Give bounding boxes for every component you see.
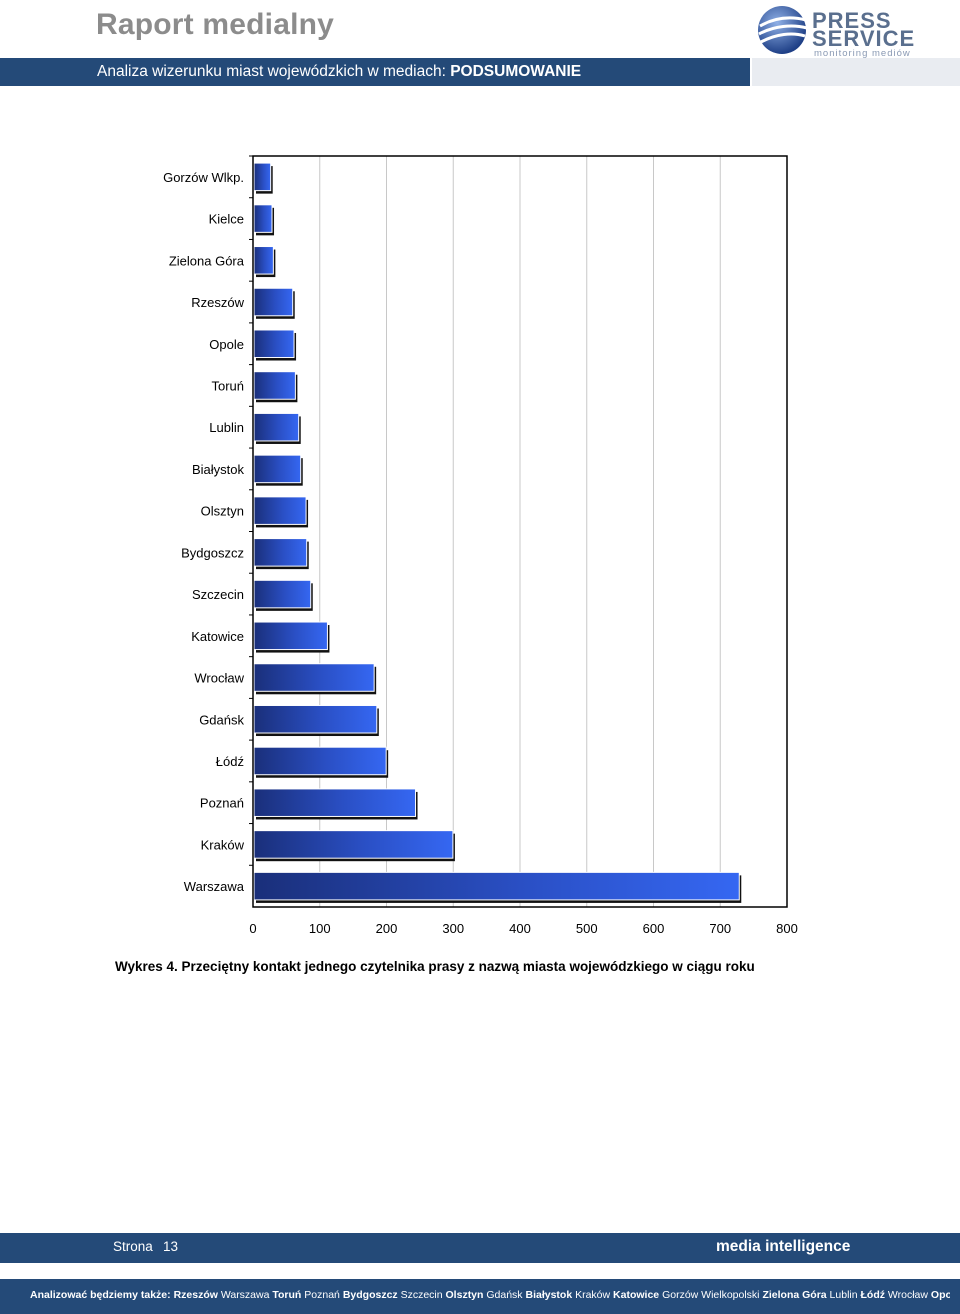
bottom-city-12: Zielona Góra (762, 1289, 827, 1301)
x-tick-label: 0 (249, 921, 256, 936)
chart-bars (249, 155, 742, 903)
logo-tagline: monitoring mediów (814, 48, 911, 59)
bar (253, 746, 387, 776)
bottom-city-3: Poznań (304, 1289, 340, 1301)
bar (253, 329, 295, 359)
chart-grid (319, 156, 721, 907)
bar-chart: Gorzów Wlkp. Kielce Zielona Góra Rzeszów Opo… (163, 155, 798, 936)
x-tick-label: 400 (509, 921, 531, 936)
subtitle-bar (0, 58, 750, 86)
logo-word-service: SERVICE (812, 26, 916, 51)
bottom-city-16: Opole (930, 1289, 950, 1301)
y-category-label: Zielona Góra (169, 253, 245, 268)
report-subtitle: Analiza wizerunku miast wojewódzkich w m… (97, 63, 581, 81)
bottom-city-10: Katowice (613, 1289, 660, 1301)
bottom-city-14: Łódź (860, 1289, 886, 1301)
bottom-city-1: Warszawa (220, 1289, 270, 1301)
x-tick-label: 300 (442, 921, 464, 936)
bottom-city-15: Wrocław (887, 1289, 928, 1301)
bar (253, 788, 417, 817)
bar (253, 704, 378, 734)
y-category-label: Kraków (201, 837, 245, 852)
bar (253, 454, 302, 484)
y-category-label: Olsztyn (201, 504, 244, 519)
bottom-city-7: Gdańsk (486, 1289, 523, 1301)
subtitle-prefix: Analiza wizerunku miast wojewódzkich w m… (97, 63, 451, 80)
y-category-label: Rzeszów (191, 295, 244, 310)
y-category-label: Warszawa (184, 879, 245, 894)
bar (253, 287, 294, 317)
bar (253, 830, 454, 859)
bar (253, 663, 375, 692)
y-category-label: Opole (209, 337, 244, 352)
x-tick-label: 500 (576, 921, 598, 936)
subtitle-emphasis: PODSUMOWANIE (450, 63, 582, 80)
y-category-label: Wrocław (194, 671, 244, 686)
bar (253, 579, 312, 609)
y-category-label: Łódź (216, 754, 244, 769)
y-category-label: Lublin (209, 420, 244, 435)
bottom-city-11: Gorzów Wielkopolski (662, 1289, 760, 1301)
bar (253, 246, 274, 275)
page-number: 13 (163, 1239, 179, 1254)
bottom-prefix: Analizować będziemy także: (30, 1289, 171, 1301)
bottom-bar (0, 1279, 960, 1314)
bar (253, 204, 273, 233)
bar (253, 871, 740, 901)
x-tick-label: 600 (643, 921, 665, 936)
y-category-label: Gorzów Wlkp. (163, 170, 244, 185)
chart-caption: Wykres 4. Przeciętny kontakt jednego czy… (115, 959, 755, 974)
y-category-label: Bydgoszcz (181, 545, 244, 560)
bar (253, 496, 307, 525)
x-tick-label: 800 (776, 921, 798, 936)
press-service-logo: PRESS SERVICE monitoring mediów (756, 4, 946, 60)
bottom-city-13: Lublin (829, 1289, 858, 1301)
bar (253, 162, 272, 192)
bottom-city-5: Szczecin (400, 1289, 443, 1301)
y-category-label: Katowice (191, 629, 244, 644)
logo-word-press: PRESS (812, 8, 892, 33)
bottom-city-8: Białystok (525, 1289, 573, 1301)
report-title: Raport medialny (96, 8, 335, 41)
y-category-label: Kielce (209, 212, 244, 227)
footer-bar (0, 1233, 960, 1263)
x-tick-label: 700 (709, 921, 731, 936)
x-axis-labels: 0 100 200 300 400 500 600 700 800 (249, 921, 797, 936)
y-category-label: Toruń (211, 378, 244, 393)
y-category-label: Poznań (200, 796, 244, 811)
footer-brand: media intelligence (716, 1238, 851, 1255)
bar (253, 412, 300, 442)
x-tick-label: 200 (376, 921, 398, 936)
bottom-city-9: Kraków (575, 1289, 611, 1301)
x-tick-label: 100 (309, 921, 331, 936)
bottom-city-2: Toruń (272, 1289, 302, 1301)
bar (253, 621, 328, 651)
page-label: Strona (113, 1239, 153, 1254)
bottom-city-list: Analizować będziemy także: Rzeszów Warsz… (30, 1289, 950, 1301)
y-axis-labels: Gorzów Wlkp. Kielce Zielona Góra Rzeszów Opo… (163, 170, 245, 894)
bottom-city-0: Rzeszów (173, 1289, 218, 1301)
bar (253, 371, 296, 400)
plot-frame (252, 155, 788, 908)
y-category-label: Gdańsk (199, 712, 244, 727)
globe-logo-icon (758, 6, 808, 54)
y-category-label: Białystok (192, 462, 245, 477)
bar (253, 538, 308, 567)
y-category-label: Szczecin (192, 587, 244, 602)
bottom-city-4: Bydgoszcz (342, 1289, 398, 1301)
bottom-city-6: Olsztyn (445, 1289, 484, 1301)
subtitle-bar-accent (752, 58, 960, 86)
